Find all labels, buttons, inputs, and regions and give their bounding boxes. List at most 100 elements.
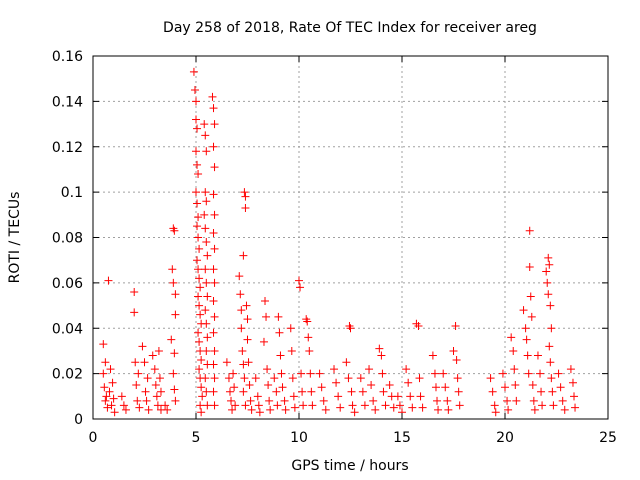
- data-point: [434, 405, 443, 414]
- data-point: [259, 337, 268, 346]
- data-point: [210, 278, 219, 287]
- data-point: [295, 276, 303, 285]
- data-point: [236, 290, 245, 299]
- data-point: [202, 147, 211, 156]
- data-point: [241, 204, 250, 213]
- data-point: [548, 387, 557, 396]
- data-point: [222, 358, 231, 367]
- x-tick-label: 10: [290, 430, 308, 446]
- data-point: [210, 210, 219, 219]
- data-point: [454, 387, 463, 396]
- y-tick-label: 0.06: [52, 276, 83, 292]
- data-point: [237, 324, 246, 333]
- data-point: [105, 387, 114, 396]
- data-point: [509, 346, 518, 355]
- y-tick-labels: 0 0.02 0.04 0.06 0.08 0.1 0.12 0.14 0.16: [52, 49, 83, 428]
- data-point: [350, 408, 359, 417]
- data-point: [228, 405, 237, 414]
- data-point: [103, 403, 112, 412]
- data-point: [203, 401, 212, 410]
- data-point: [135, 403, 144, 412]
- data-point: [196, 310, 205, 319]
- data-point: [229, 369, 238, 378]
- data-point: [558, 396, 567, 405]
- data-point: [240, 374, 249, 383]
- data-point: [303, 317, 312, 326]
- data-point: [195, 244, 204, 253]
- data-point: [132, 380, 141, 389]
- data-point: [108, 378, 117, 387]
- data-point: [197, 383, 206, 392]
- data-point: [275, 328, 284, 337]
- data-point: [210, 120, 219, 129]
- x-axis-label: GPS time / hours: [291, 458, 408, 474]
- data-point: [498, 369, 507, 378]
- data-point: [527, 312, 536, 321]
- data-point: [528, 380, 537, 389]
- data-point: [510, 365, 519, 374]
- data-point: [547, 324, 556, 333]
- data-point: [441, 383, 450, 392]
- x-tick-label: 0: [89, 430, 98, 446]
- data-point: [525, 262, 534, 271]
- data-point: [288, 374, 297, 383]
- data-point: [544, 253, 553, 262]
- data-points: [99, 67, 580, 417]
- data-point: [99, 340, 108, 349]
- x-tick-label: 15: [393, 430, 411, 446]
- data-point: [278, 383, 287, 392]
- data-point: [231, 401, 240, 410]
- data-point: [317, 383, 326, 392]
- data-point: [209, 190, 218, 199]
- data-point: [170, 385, 179, 394]
- data-point: [371, 405, 380, 414]
- data-point: [198, 392, 207, 401]
- data-point: [491, 408, 500, 417]
- y-tick-label: 0.16: [52, 49, 83, 65]
- data-point: [196, 283, 205, 292]
- data-point: [156, 387, 165, 396]
- data-point: [274, 312, 283, 321]
- data-point: [418, 403, 427, 412]
- data-point: [134, 369, 143, 378]
- data-point: [503, 396, 512, 405]
- data-point: [369, 396, 378, 405]
- data-point: [190, 86, 199, 95]
- data-point: [171, 310, 180, 319]
- data-point: [264, 380, 273, 389]
- data-point: [389, 403, 398, 412]
- y-tick-label: 0.04: [52, 321, 83, 337]
- data-point: [209, 265, 218, 274]
- data-point: [549, 401, 558, 410]
- data-point: [194, 169, 203, 178]
- data-point: [148, 351, 157, 360]
- data-point: [238, 346, 247, 355]
- data-point: [200, 210, 209, 219]
- data-point: [276, 351, 285, 360]
- data-point: [453, 374, 462, 383]
- data-point: [140, 358, 149, 367]
- data-point: [332, 378, 341, 387]
- data-point: [161, 401, 170, 410]
- data-point: [299, 401, 308, 410]
- data-point: [201, 188, 210, 197]
- data-point: [280, 396, 289, 405]
- data-point: [302, 315, 311, 324]
- x-tick-label: 5: [192, 430, 201, 446]
- data-point: [210, 374, 219, 383]
- data-point: [210, 163, 219, 172]
- data-point: [141, 387, 150, 396]
- data-point: [202, 319, 211, 328]
- data-point: [334, 392, 343, 401]
- data-point: [131, 358, 140, 367]
- data-point: [202, 197, 211, 206]
- axis-ticks: [92, 55, 609, 420]
- data-point: [415, 374, 424, 383]
- chart-title: Day 258 of 2018, Rate Of TEC Index for r…: [163, 20, 537, 36]
- data-point: [241, 401, 250, 410]
- data-point: [546, 358, 555, 367]
- data-point: [169, 224, 178, 233]
- data-point: [344, 374, 353, 383]
- y-axis-label: ROTI / TECUs: [7, 192, 23, 284]
